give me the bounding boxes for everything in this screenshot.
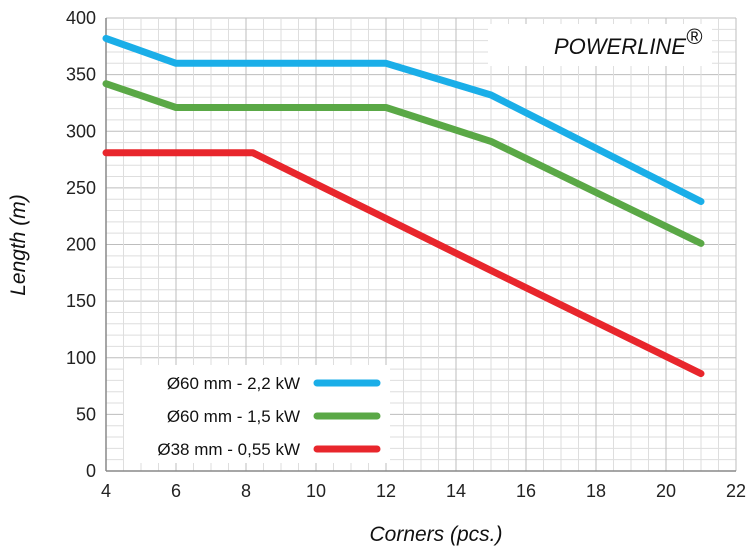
series-line-3 (102, 149, 705, 378)
y-tick-label: 400 (66, 8, 96, 28)
y-tick-label: 300 (66, 121, 96, 141)
y-tick-label: 250 (66, 178, 96, 198)
y-tick-label: 150 (66, 291, 96, 311)
legend-label: Ø38 mm - 0,55 kW (157, 440, 300, 459)
x-tick-label: 8 (241, 481, 251, 501)
x-tick-label: 16 (516, 481, 536, 501)
x-tick-label: 14 (446, 481, 466, 501)
y-tick-label: 0 (86, 461, 96, 481)
x-tick-label: 20 (656, 481, 676, 501)
series-lines (102, 34, 705, 378)
legend-label: Ø60 mm - 2,2 kW (167, 374, 300, 393)
x-axis-ticks: 4 6 8 10 12 14 16 18 20 22 (101, 481, 746, 501)
x-tick-label: 12 (376, 481, 396, 501)
brand-background (488, 24, 712, 66)
x-axis-title: Corners (pcs.) (369, 523, 502, 546)
y-tick-label: 350 (66, 65, 96, 85)
series-line-1 (102, 34, 705, 205)
y-tick-label: 200 (66, 235, 96, 255)
brand-box: POWERLINE ® (488, 24, 712, 66)
y-axis-ticks: 0 50 100 150 200 250 300 350 400 (66, 8, 96, 481)
series-line-2 (102, 80, 705, 247)
legend: Ø60 mm - 2,2 kW Ø60 mm - 1,5 kW Ø38 mm - 0… (124, 365, 390, 463)
brand-label: POWERLINE (554, 34, 686, 59)
x-tick-label: 22 (726, 481, 746, 501)
legend-label: Ø60 mm - 1,5 kW (167, 407, 300, 426)
x-tick-label: 4 (101, 481, 111, 501)
x-tick-label: 6 (171, 481, 181, 501)
y-axis-title: Length (m) (7, 194, 30, 296)
y-tick-label: 100 (66, 348, 96, 368)
x-tick-label: 10 (306, 481, 326, 501)
x-tick-label: 18 (586, 481, 606, 501)
y-tick-label: 50 (76, 404, 96, 424)
brand-registered-mark: ® (686, 24, 703, 49)
